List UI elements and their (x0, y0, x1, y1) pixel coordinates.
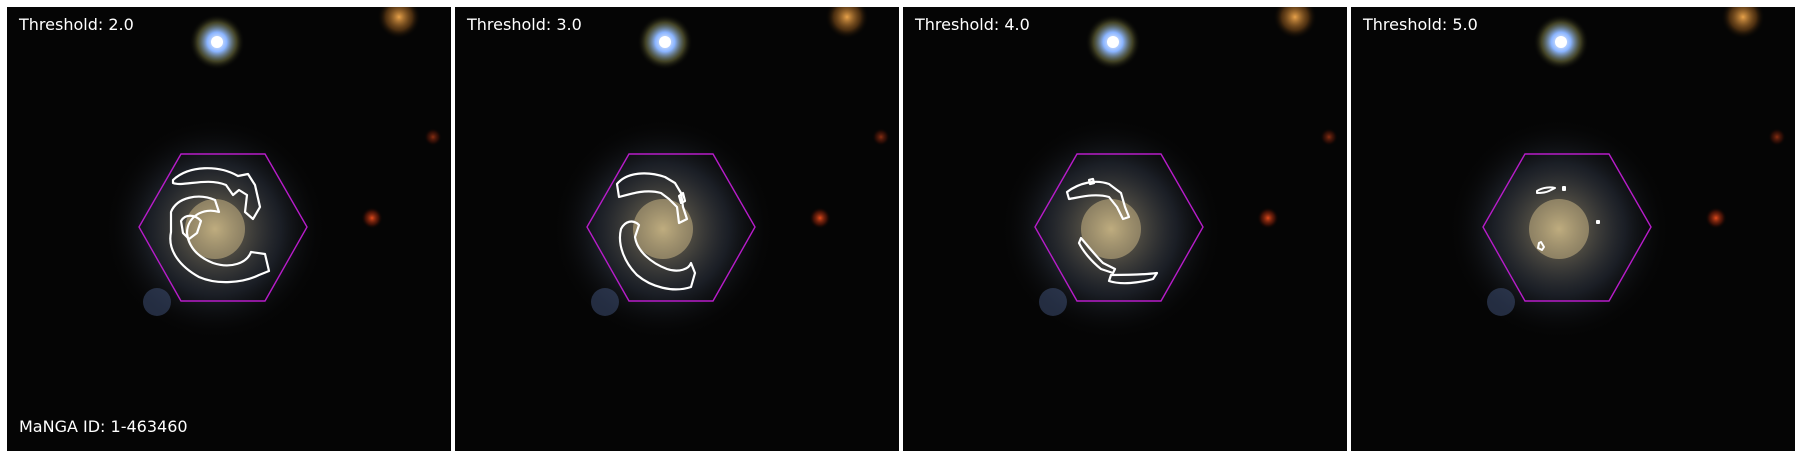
ifu-hexagon-outline (1482, 153, 1652, 302)
galaxy-image (455, 7, 899, 451)
foreground-star (825, 7, 869, 39)
galaxy-image (903, 7, 1347, 451)
ifu-hexagon-outline (1034, 153, 1204, 302)
galaxy-image (7, 7, 451, 451)
threshold-label: Threshold: 5.0 (1363, 15, 1478, 34)
foreground-star (1705, 207, 1727, 229)
ifu-hexagon-outline (586, 153, 756, 302)
image-panel-threshold-2: Threshold: 2.0 MaNGA ID: 1-463460 (7, 7, 451, 451)
foreground-star (1721, 7, 1765, 39)
foreground-star (361, 207, 383, 229)
foreground-star (377, 7, 421, 39)
threshold-label: Threshold: 4.0 (915, 15, 1030, 34)
ifu-hexagon-outline (138, 153, 308, 302)
image-panel-threshold-5: Threshold: 5.0 (1351, 7, 1795, 451)
foreground-star (809, 207, 831, 229)
threshold-label: Threshold: 3.0 (467, 15, 582, 34)
threshold-label: Threshold: 2.0 (19, 15, 134, 34)
arm-contours (615, 172, 697, 291)
galaxy-id-label: MaNGA ID: 1-463460 (19, 417, 188, 436)
image-panel-threshold-3: Threshold: 3.0 (455, 7, 899, 451)
foreground-star (1257, 207, 1279, 229)
arm-contours (1536, 186, 1600, 251)
galaxy-image (1351, 7, 1795, 451)
image-panel-threshold-4: Threshold: 4.0 (903, 7, 1347, 451)
arm-contours (1065, 177, 1159, 285)
arm-contours (169, 167, 271, 284)
foreground-star (1273, 7, 1317, 39)
